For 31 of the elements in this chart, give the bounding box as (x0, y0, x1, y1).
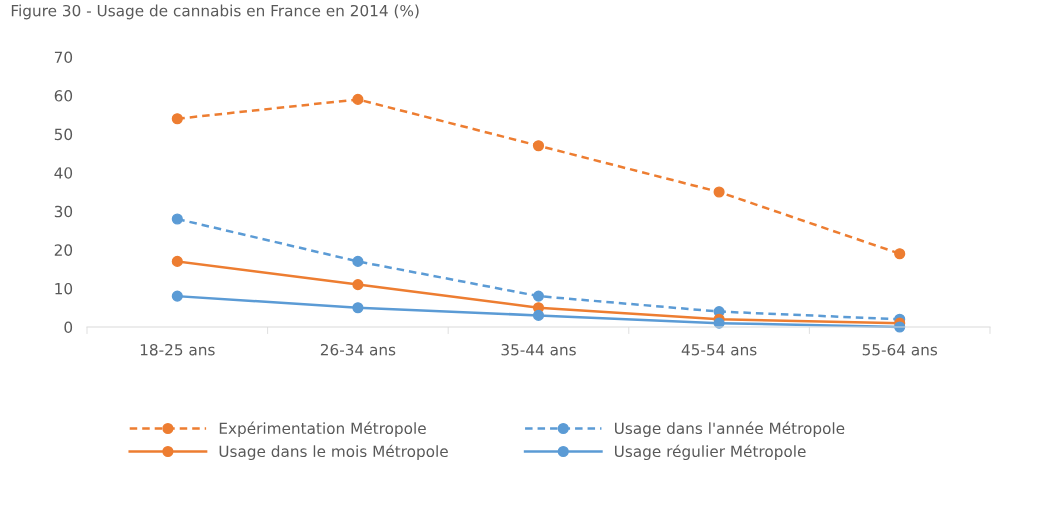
chart-title: Figure 30 - Usage de cannabis en France en 2014 (%) (11, 4, 419, 20)
legend-label: Expérimentation Métropole (219, 421, 426, 438)
point (171, 213, 183, 225)
point (352, 93, 364, 105)
point (532, 309, 545, 321)
y-tick-label: 20 (54, 244, 73, 256)
y-tick-label: 30 (54, 205, 73, 218)
point (171, 290, 183, 302)
x-tick-label: 35-44 ans (501, 343, 576, 356)
y-tick-label: 60 (54, 90, 73, 102)
point (352, 255, 364, 267)
y-tick-label: 0 (64, 321, 73, 334)
legend-label: Usage régulier Métropole (615, 444, 806, 461)
point (532, 290, 545, 302)
y-tick-label: 70 (54, 51, 73, 64)
y-tick-label: 10 (55, 282, 73, 295)
x-tick-label: 45-54 ans (681, 344, 757, 356)
point (894, 248, 906, 260)
legend-label: Usage dans le mois Métropole (219, 444, 448, 461)
x-tick-label: 18-25 ans (140, 343, 215, 356)
point (713, 186, 725, 198)
y-tick-label: 50 (54, 128, 73, 141)
y-tick-label: 40 (54, 167, 73, 179)
point (352, 279, 364, 291)
x-tick-label: 55-64 ans (862, 343, 938, 356)
point (171, 255, 183, 267)
x-tick-label: 26-34 ans (320, 343, 396, 356)
point (171, 113, 183, 125)
point (352, 302, 364, 314)
point (532, 140, 545, 152)
legend-label: Usage dans l'année Métropole (615, 421, 845, 438)
